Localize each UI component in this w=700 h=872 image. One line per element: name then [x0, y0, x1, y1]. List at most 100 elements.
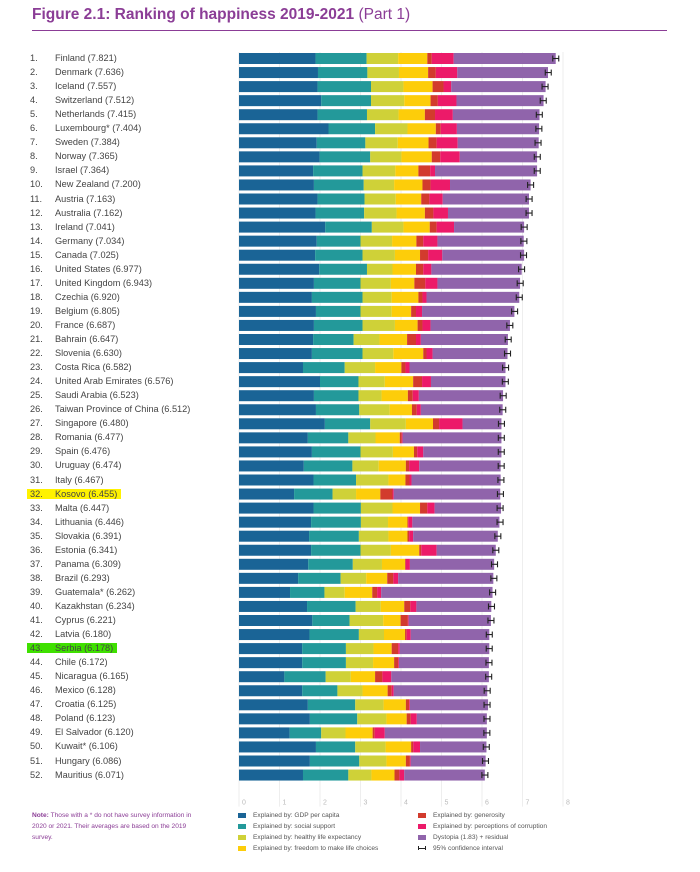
country-rank: 9. — [30, 165, 38, 176]
bar-segment-gdp — [239, 418, 325, 430]
bar-segment-generosity — [411, 404, 417, 416]
country-name-score: Uruguay (6.474) — [55, 460, 122, 471]
legend-label-health: Explained by: healthy life expectancy — [253, 834, 362, 841]
bar-segment-corruption — [417, 446, 424, 458]
confidence-interval — [496, 505, 504, 512]
bar-segment-freedom — [392, 502, 421, 514]
bar-segment-generosity — [419, 544, 422, 556]
country-label: 4. Switzerland (7.512) — [30, 93, 134, 107]
legend-swatch-corruption — [418, 824, 426, 829]
bar-segment-health — [324, 586, 345, 598]
confidence-interval — [485, 645, 493, 652]
confidence-interval — [485, 673, 493, 680]
bar-segment-generosity — [424, 109, 436, 121]
bar-segment-dystopia — [434, 502, 502, 514]
confidence-interval — [533, 167, 541, 174]
bar-segment-gdp — [239, 53, 316, 64]
country-name-score: Kazakhstan (6.234) — [55, 600, 135, 611]
bar-segment-freedom — [386, 713, 407, 725]
bar-segment-social — [309, 713, 358, 725]
bar-segment-social — [302, 643, 346, 655]
bar-segment-gdp — [239, 263, 320, 275]
bar-segment-social — [315, 207, 365, 219]
bar-segment-gdp — [239, 319, 314, 331]
bar-segment-social — [313, 179, 364, 191]
country-label-text: 10. New Zealand (7.200) — [30, 179, 141, 189]
bar-segment-corruption — [391, 685, 394, 697]
bar-segment-generosity — [399, 432, 402, 444]
bar-segment-social — [317, 67, 368, 79]
x-tick-label: 2 — [323, 800, 327, 807]
country-label-text: 5. Netherlands (7.415) — [30, 109, 136, 119]
bar-segment-corruption — [433, 207, 448, 219]
country-label-text: 47. Croatia (6.125) — [30, 699, 116, 709]
bar-segment-generosity — [407, 530, 410, 542]
bar-segment-dystopia — [454, 221, 525, 233]
bar-segment-social — [313, 277, 361, 289]
bar-segment-health — [363, 179, 395, 191]
country-label-text: 35. Slovakia (6.391) — [30, 531, 121, 541]
bar-segment-freedom — [381, 558, 406, 570]
confidence-interval — [501, 378, 509, 385]
bar-segment-health — [362, 291, 392, 303]
bar-segment-generosity — [372, 727, 375, 739]
country-name-score: Slovenia (6.630) — [55, 348, 122, 359]
bar-segment-health — [360, 502, 393, 514]
country-rank: 31. — [30, 474, 43, 485]
legend-item-social: Explained by: social support — [238, 821, 378, 832]
country-rank: 20. — [30, 319, 43, 330]
bar-segment-social — [298, 572, 341, 584]
country-rank: 29. — [30, 446, 43, 457]
bar-segment-freedom — [407, 123, 436, 135]
country-name-score: Mexico (6.128) — [55, 685, 116, 696]
bar-segment-generosity — [418, 291, 423, 303]
bar-segment-corruption — [407, 615, 409, 626]
confidence-interval — [482, 743, 490, 750]
country-rank: 43. — [30, 643, 43, 654]
bar-segment-health — [371, 95, 405, 107]
bar-segment-health — [357, 713, 387, 725]
bar-segment-corruption — [374, 727, 385, 739]
bar-segment-freedom — [388, 474, 406, 486]
bar-segment-generosity — [429, 221, 437, 233]
bar-segment-generosity — [405, 474, 410, 486]
legend-label-freedom: Explained by: freedom to make life choic… — [253, 845, 379, 852]
bar-segment-corruption — [436, 221, 455, 233]
confidence-interval — [503, 350, 512, 357]
bar-segment-social — [316, 137, 366, 149]
country-rank: 50. — [30, 741, 43, 752]
bar-segment-generosity — [423, 348, 427, 360]
bar-segment-gdp — [239, 713, 310, 725]
confidence-interval — [504, 336, 512, 343]
bar-segment-freedom — [380, 600, 405, 612]
country-label: 24. United Arab Emirates (6.576) — [30, 374, 173, 388]
bar-segment-gdp — [239, 348, 312, 360]
country-name-score: Nicaragua (6.165) — [55, 671, 129, 682]
bar-segment-generosity — [428, 137, 437, 149]
bar-segment-gdp — [239, 432, 308, 444]
country-label: 36. Estonia (6.341) — [30, 543, 117, 557]
confidence-interval-icon — [418, 846, 426, 851]
country-label-text: 20. France (6.687) — [30, 320, 115, 330]
bar-segment-freedom — [405, 418, 433, 430]
legend-item-generosity: Explained by: generosity — [418, 810, 547, 821]
country-label-text: 37. Panama (6.309) — [30, 559, 121, 569]
bar-segment-corruption — [425, 277, 438, 289]
bar-segment-gdp — [239, 109, 318, 121]
bar-segment-dystopia — [409, 362, 506, 374]
country-rank: 38. — [30, 572, 43, 583]
country-label-text: 51. Hungary (6.086) — [30, 756, 121, 766]
bar-segment-social — [324, 418, 371, 430]
country-label: 49. El Salvador (6.120) — [30, 725, 134, 739]
bar-segment-social — [309, 530, 359, 542]
country-label: 39. Guatemala* (6.262) — [30, 585, 135, 599]
country-label: 37. Panama (6.309) — [30, 557, 121, 571]
country-name-score: Lithuania (6.446) — [55, 516, 124, 527]
bar-segment-freedom — [385, 741, 412, 753]
country-name-score: Iceland (7.557) — [55, 81, 117, 92]
country-label: 7. Sweden (7.384) — [30, 135, 120, 149]
confidence-interval — [487, 603, 496, 610]
bar-segment-social — [320, 376, 359, 388]
bar-segment-social — [289, 727, 322, 739]
